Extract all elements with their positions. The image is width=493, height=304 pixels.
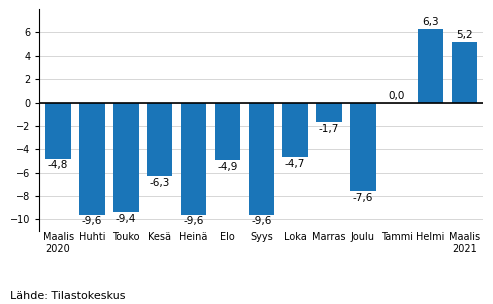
Text: -4,7: -4,7 [285,159,305,169]
Text: 0,0: 0,0 [388,91,405,101]
Text: -9,6: -9,6 [183,216,204,226]
Bar [113,102,139,212]
Text: -6,3: -6,3 [149,178,170,188]
Bar [181,102,206,215]
Bar [45,102,71,159]
Text: -7,6: -7,6 [352,193,373,203]
Text: Lähde: Tilastokeskus: Lähde: Tilastokeskus [10,291,125,301]
Text: -4,9: -4,9 [217,161,238,171]
Bar [79,102,105,215]
Text: -9,4: -9,4 [116,214,136,224]
Text: -9,6: -9,6 [251,216,272,226]
Text: 5,2: 5,2 [456,30,473,40]
Bar [418,29,443,102]
Bar [282,102,308,157]
Text: -4,8: -4,8 [48,161,68,170]
Bar [317,102,342,123]
Bar [452,42,477,102]
Bar [147,102,173,176]
Text: -1,7: -1,7 [319,124,339,134]
Bar [215,102,240,160]
Bar [350,102,376,191]
Text: 6,3: 6,3 [423,17,439,27]
Bar [248,102,274,215]
Text: -9,6: -9,6 [82,216,102,226]
